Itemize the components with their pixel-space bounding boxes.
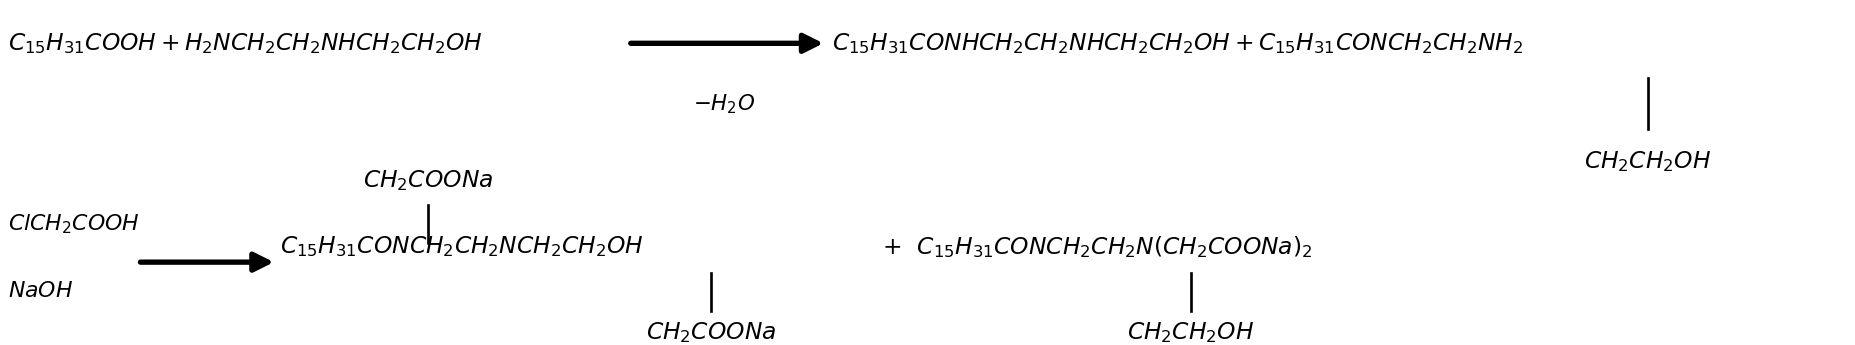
Text: $C_{15}H_{31}CONHCH_2CH_2NHCH_2CH_2OH + C_{15}H_{31}CONCH_2CH_2NH_2$: $C_{15}H_{31}CONHCH_2CH_2NHCH_2CH_2OH + … [831,31,1523,56]
Text: $+\ \ C_{15}H_{31}CONCH_2CH_2N(CH_2COONa)_2$: $+\ \ C_{15}H_{31}CONCH_2CH_2N(CH_2COONa… [881,234,1311,259]
Text: $NaOH$: $NaOH$ [7,280,74,302]
Text: $CH_2CH_2OH$: $CH_2CH_2OH$ [1584,149,1710,174]
Text: $CH_2CH_2OH$: $CH_2CH_2OH$ [1126,319,1254,344]
Text: $CH_2COONa$: $CH_2COONa$ [646,319,775,344]
Text: $C_{15}H_{31}CONCH_2CH_2NCH_2CH_2OH$: $C_{15}H_{31}CONCH_2CH_2NCH_2CH_2OH$ [280,234,644,259]
Text: $CH_2COONa$: $CH_2COONa$ [364,168,493,193]
Text: $C_{15}H_{31}COOH + H_2NCH_2CH_2NHCH_2CH_2OH$: $C_{15}H_{31}COOH + H_2NCH_2CH_2NHCH_2CH… [7,31,482,56]
Text: $ClCH_2COOH$: $ClCH_2COOH$ [7,213,139,236]
Text: $-H_2O$: $-H_2O$ [694,92,755,116]
